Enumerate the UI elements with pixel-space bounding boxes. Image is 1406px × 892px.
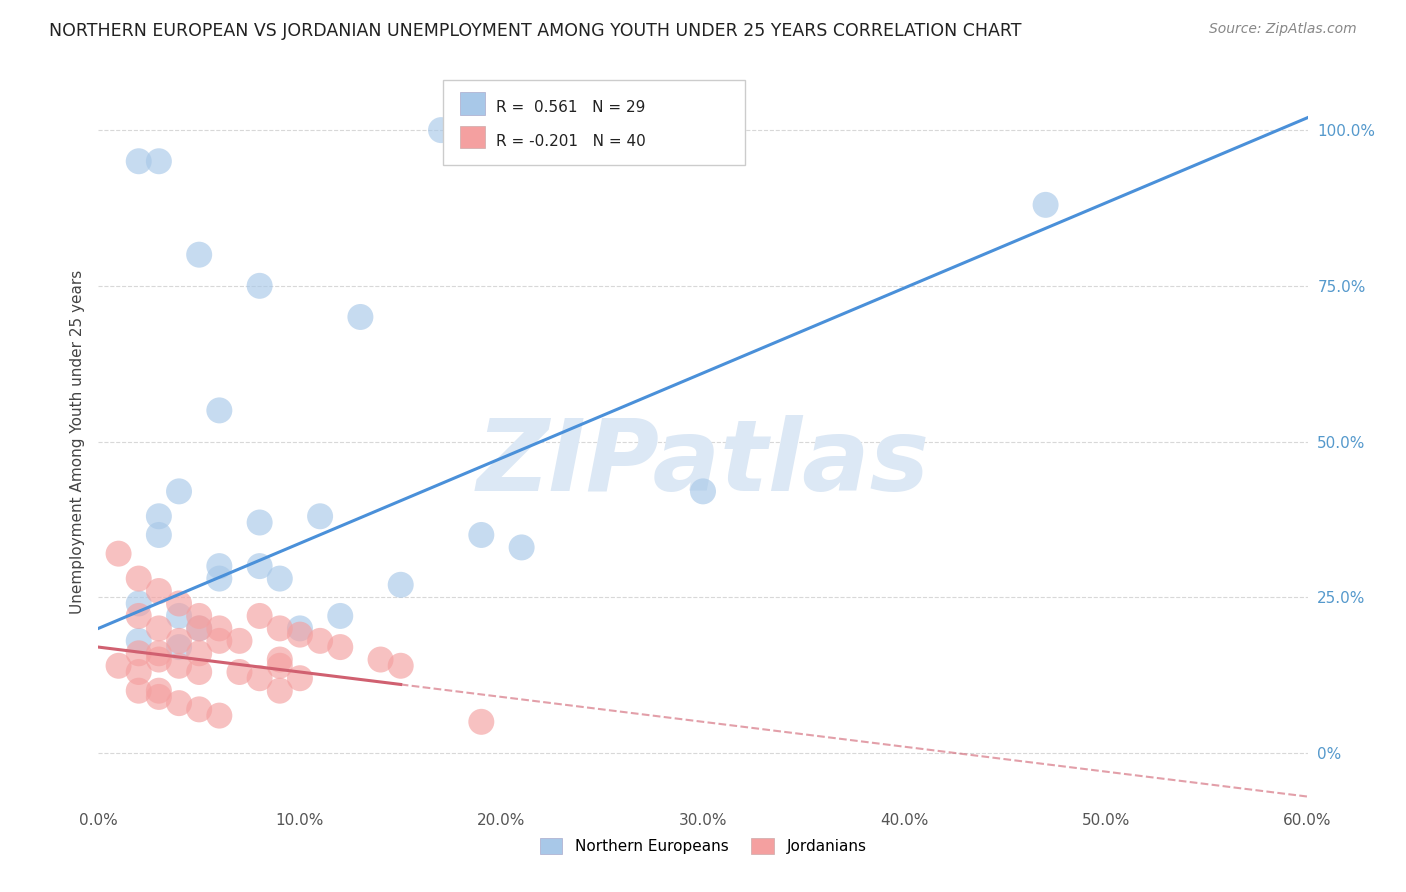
Point [249,278,271,293]
Point [148,646,170,660]
Text: R = -0.201   N = 40: R = -0.201 N = 40 [496,134,647,149]
Point [249,609,271,624]
Point [128,154,150,169]
Point [288,621,311,635]
Point [188,621,211,635]
Point [249,516,271,530]
Text: R =  0.561   N = 29: R = 0.561 N = 29 [496,100,645,115]
Point [288,627,311,641]
Point [188,646,211,660]
Text: NORTHERN EUROPEAN VS JORDANIAN UNEMPLOYMENT AMONG YOUTH UNDER 25 YEARS CORRELATI: NORTHERN EUROPEAN VS JORDANIAN UNEMPLOYM… [49,22,1022,40]
Point [269,658,291,673]
Point [167,658,190,673]
Point [188,609,211,624]
Point [389,658,412,673]
Point [188,621,211,635]
Point [228,633,250,648]
Point [692,484,714,499]
Point [249,671,271,685]
Point [430,123,453,137]
Point [188,702,211,716]
Point [167,633,190,648]
Point [389,578,412,592]
Point [208,559,231,574]
Point [510,142,533,156]
Point [107,547,129,561]
Point [309,509,332,524]
Point [269,572,291,586]
Point [329,609,352,624]
Point [269,621,291,635]
Point [208,403,231,417]
Point [167,597,190,611]
Point [148,690,170,704]
Point [208,621,231,635]
Point [269,652,291,666]
Point [188,248,211,262]
Point [148,509,170,524]
Point [510,541,533,555]
Point [148,652,170,666]
Point [249,559,271,574]
Point [107,658,129,673]
Point [208,708,231,723]
Point [228,665,250,679]
Point [309,633,332,648]
Point [148,584,170,599]
Point [128,572,150,586]
Point [370,652,392,666]
Point [349,310,371,324]
Point [148,683,170,698]
Point [288,671,311,685]
Point [167,609,190,624]
Point [128,633,150,648]
Y-axis label: Unemployment Among Youth under 25 years: Unemployment Among Youth under 25 years [69,269,84,614]
Point [1035,198,1057,212]
Text: ZIPatlas: ZIPatlas [477,415,929,512]
Point [208,572,231,586]
Point [329,640,352,654]
Point [148,528,170,542]
Point [269,683,291,698]
Text: Source: ZipAtlas.com: Source: ZipAtlas.com [1209,22,1357,37]
Legend: Northern Europeans, Jordanians: Northern Europeans, Jordanians [533,832,873,860]
Point [148,621,170,635]
Point [167,640,190,654]
Point [167,696,190,710]
Point [128,683,150,698]
Point [128,665,150,679]
Point [128,609,150,624]
Point [208,633,231,648]
Point [470,528,492,542]
Point [148,154,170,169]
Point [470,714,492,729]
Point [128,646,150,660]
Point [167,484,190,499]
Point [188,665,211,679]
Point [128,597,150,611]
